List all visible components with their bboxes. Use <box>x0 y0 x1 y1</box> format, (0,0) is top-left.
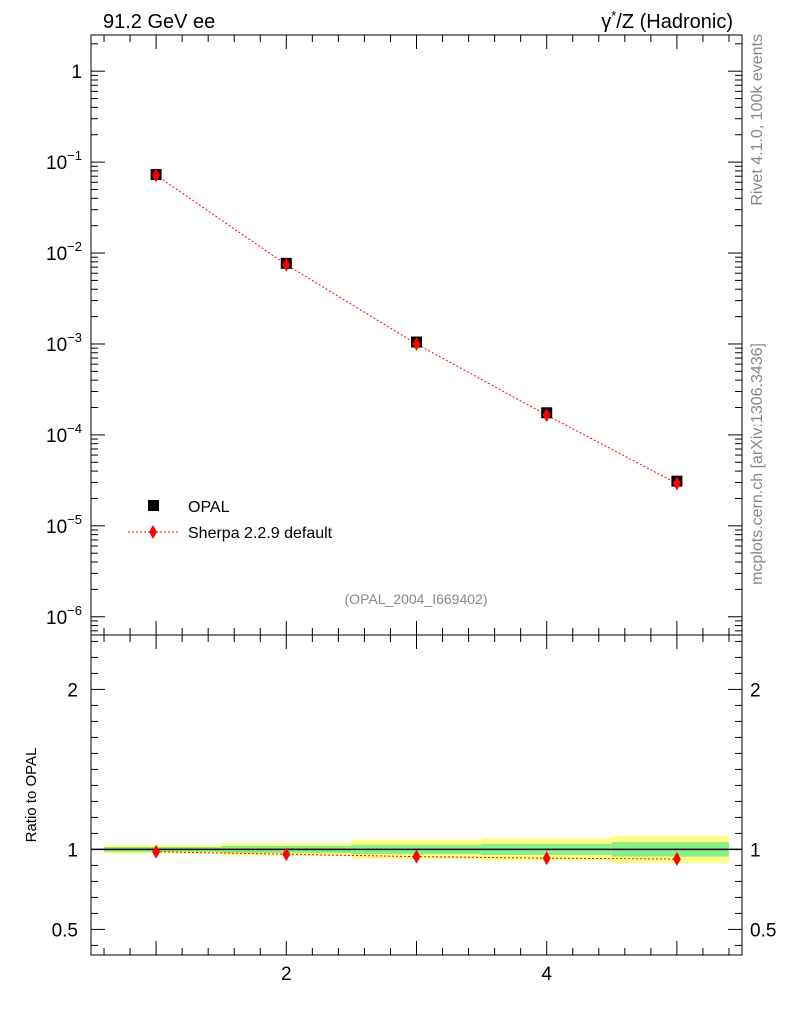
ratio-sherpa-point <box>282 847 291 862</box>
sherpa-line <box>155 174 678 484</box>
sherpa-point <box>672 476 681 491</box>
sherpa-point <box>282 257 291 272</box>
sherpa-point <box>152 168 161 183</box>
y-tick-label: 1 <box>67 840 78 861</box>
header-right-label: γ*/Z (Hadronic) <box>601 8 733 33</box>
sherpa-point <box>542 408 551 423</box>
legend-sherpa-marker <box>149 525 157 539</box>
y-tick-label-right: 2 <box>750 680 761 701</box>
main-frame <box>90 34 743 636</box>
mcplots-label: mcplots.cern.ch [arXiv:1306.3436] <box>749 343 766 585</box>
ratio-sherpa-point <box>542 851 551 866</box>
ratio-ylabel: Ratio to OPAL <box>23 748 40 843</box>
ratio-y-ticks: 2 2 1 1 0.5 0.5 <box>52 640 776 946</box>
y-tick-label-right: 1 <box>750 840 761 861</box>
x-tick-label: 4 <box>541 964 552 985</box>
legend: OPAL Sherpa 2.2.9 default <box>128 499 333 542</box>
y-tick-label: 0.5 <box>52 920 78 941</box>
y-tick-label-right: 0.5 <box>750 920 776 941</box>
rivet-label: Rivet 4.1.0, 100k events <box>749 34 766 206</box>
ratio-sherpa-point <box>412 849 421 864</box>
ratio-sherpa-point <box>672 852 681 866</box>
x-tick-label: 2 <box>281 964 292 985</box>
y-tick-label: 10−5 <box>46 512 82 538</box>
y-tick-label: 10−2 <box>46 239 82 265</box>
ratio-sherpa-point <box>152 844 161 859</box>
legend-opal-marker <box>148 500 159 511</box>
main-x-ticks <box>103 35 730 635</box>
y-tick-label: 2 <box>67 680 78 701</box>
ratio-data-points <box>152 844 681 866</box>
sherpa-point <box>412 336 421 351</box>
y-tick-label: 10−6 <box>46 603 82 629</box>
legend-sherpa-label: Sherpa 2.2.9 default <box>188 525 333 542</box>
main-data-points <box>150 168 683 491</box>
main-panel: 1 10−1 10−2 10−3 10−4 10−5 10−6 (OPAL_2004_I66… <box>46 34 743 636</box>
y-tick-label: 10−1 <box>46 148 82 174</box>
main-y-ticks: 1 10−1 10−2 10−3 10−4 10−5 10−6 <box>46 43 742 632</box>
y-tick-label: 10−4 <box>46 421 82 447</box>
legend-opal-label: OPAL <box>188 499 230 516</box>
ratio-frame <box>90 634 743 956</box>
y-tick-label: 1 <box>71 62 82 83</box>
analysis-label: (OPAL_2004_I669402) <box>345 591 488 607</box>
y-tick-label: 10−3 <box>46 330 82 356</box>
header-left-label: 91.2 GeV ee <box>103 11 215 33</box>
